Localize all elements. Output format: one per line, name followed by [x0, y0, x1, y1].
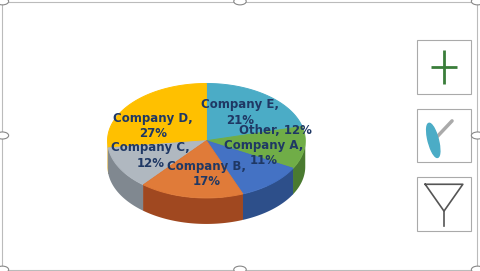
Polygon shape	[293, 141, 305, 194]
Polygon shape	[206, 127, 305, 168]
Polygon shape	[108, 141, 206, 185]
Polygon shape	[144, 141, 206, 211]
Polygon shape	[108, 148, 144, 211]
Polygon shape	[108, 141, 206, 174]
Text: Company C,
12%: Company C, 12%	[111, 141, 190, 170]
Text: Other, 12%: Other, 12%	[239, 124, 312, 137]
Ellipse shape	[427, 123, 440, 157]
Polygon shape	[206, 141, 243, 220]
Polygon shape	[108, 141, 206, 174]
Text: Company D,
27%: Company D, 27%	[113, 112, 192, 140]
Polygon shape	[206, 83, 302, 141]
Text: Company A,
11%: Company A, 11%	[224, 138, 304, 167]
Polygon shape	[206, 141, 293, 194]
Text: Company E,
21%: Company E, 21%	[202, 98, 279, 127]
Polygon shape	[243, 168, 293, 220]
Polygon shape	[206, 141, 243, 220]
Text: Company B,
17%: Company B, 17%	[167, 160, 246, 188]
Polygon shape	[108, 83, 206, 148]
Polygon shape	[206, 141, 293, 194]
Polygon shape	[144, 141, 243, 198]
Polygon shape	[206, 141, 293, 194]
Polygon shape	[144, 141, 206, 211]
Polygon shape	[144, 185, 243, 224]
